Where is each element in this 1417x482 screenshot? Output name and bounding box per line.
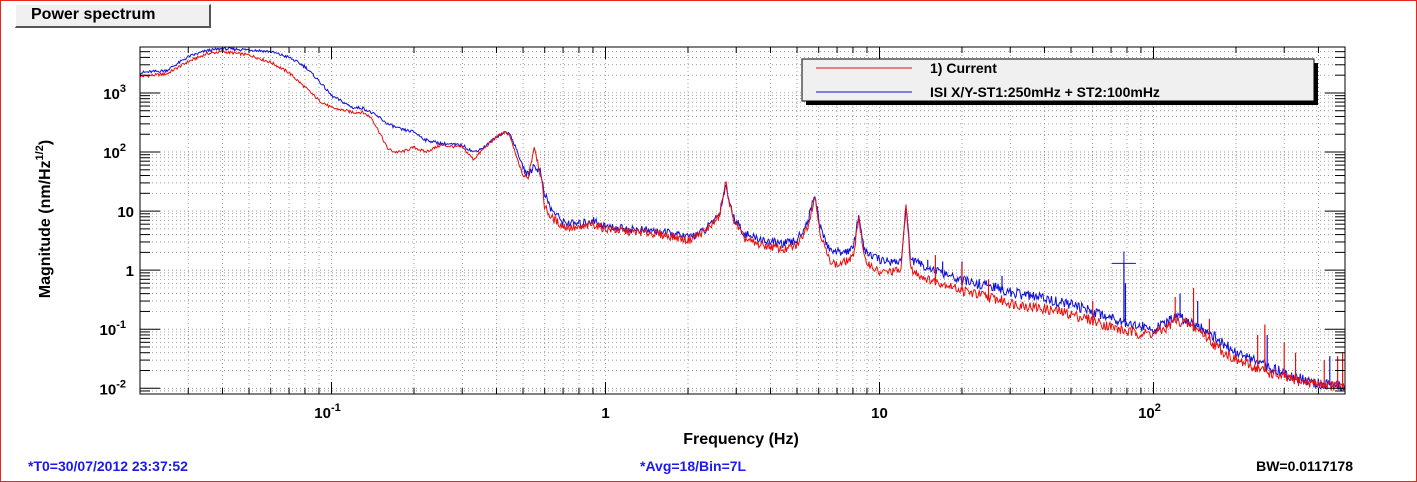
tick-marks [139, 46, 1346, 395]
legend: 1) Current ISI X/Y-ST1:250mHz + ST2:100m… [801, 58, 1318, 105]
y-tick-label: 10-2 [100, 378, 126, 398]
x-axis-label: Frequency (Hz) [683, 431, 799, 448]
y-tick-label: 10 [117, 204, 134, 221]
x-tick-label: 10 [871, 405, 888, 422]
x-tick-label: 102 [1138, 402, 1161, 422]
series-line-0 [139, 49, 1346, 391]
window-title: Power spectrum [15, 4, 211, 28]
y-axis-label: Magnitude (nm/Hz1/2) [34, 140, 54, 298]
tick-labels: 10-1 1 10 102 10-2 10-1 1 10 102 103 [100, 83, 1161, 422]
footer-bandwidth: BW=0.0117178 [1256, 458, 1353, 474]
legend-label-current: 1) Current [930, 60, 997, 76]
footer-avg-bin: *Avg=18/Bin=7L [640, 458, 747, 474]
x-tick-label: 1 [601, 405, 609, 422]
legend-label-reference: ISI X/Y-ST1:250mHz + ST2:100mHz [930, 84, 1160, 100]
x-tick-label: 10-1 [314, 402, 340, 422]
y-tick-label: 103 [103, 83, 126, 103]
y-tick-label: 102 [103, 142, 126, 162]
y-tick-label: 10-1 [100, 319, 126, 339]
footer-t0: *T0=30/07/2012 23:37:52 [28, 458, 188, 474]
series-line-1 [139, 46, 1346, 391]
y-tick-label: 1 [126, 263, 134, 280]
